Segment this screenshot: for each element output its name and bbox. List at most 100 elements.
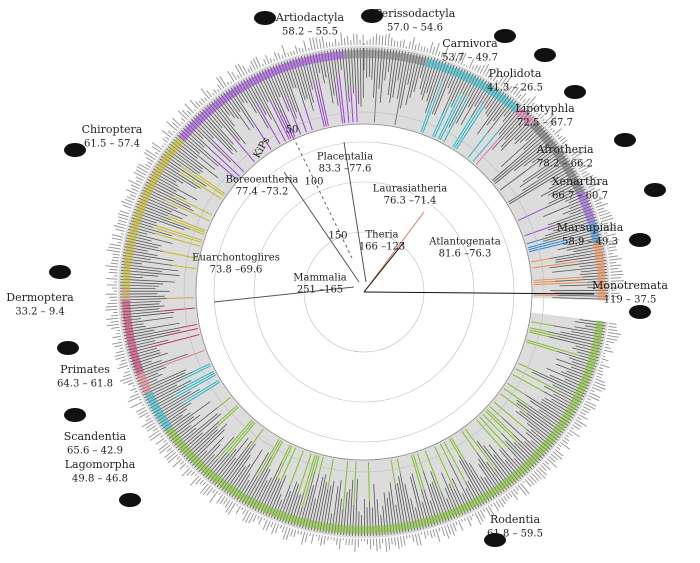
outer-fuzz [492, 502, 499, 511]
clade-range: 61.5 – 57.4 [84, 139, 140, 150]
clade-branch [530, 327, 548, 333]
node-name: Mammalia [293, 273, 347, 284]
outer-fuzz [399, 40, 402, 48]
outer-fuzz [408, 534, 411, 538]
outer-fuzz [148, 430, 160, 439]
outer-fuzz [226, 81, 230, 86]
outer-fuzz [490, 77, 493, 81]
outer-fuzz [405, 535, 408, 539]
outer-fuzz [158, 442, 169, 451]
clade-branch [452, 117, 472, 148]
outer-fuzz [110, 320, 119, 323]
outer-fuzz [263, 517, 266, 521]
outer-fuzz [385, 538, 388, 552]
clade-branch [152, 226, 202, 243]
outer-fuzz [446, 56, 449, 60]
clade-branch [155, 233, 201, 247]
outer-fuzz [593, 381, 606, 387]
outer-fuzz [151, 145, 161, 153]
outer-fuzz [603, 226, 617, 232]
clade-name: Lagomorpha [65, 458, 136, 471]
outer-fuzz [598, 369, 604, 373]
clade-branch [394, 93, 402, 125]
outer-fuzz [115, 356, 126, 360]
outer-fuzz [535, 468, 546, 480]
clade-branch [529, 241, 569, 253]
outer-fuzz [143, 151, 156, 161]
outer-fuzz [565, 434, 570, 438]
outer-fuzz [294, 45, 299, 55]
outer-fuzz [119, 362, 128, 366]
clade-branch [267, 441, 284, 468]
animal-icon [49, 265, 71, 279]
outer-fuzz [172, 117, 182, 127]
outer-fuzz [166, 447, 173, 452]
clade-branch [276, 445, 293, 478]
backbone [363, 211, 425, 293]
outer-fuzz [136, 179, 143, 184]
outer-fuzz [114, 353, 125, 357]
outer-fuzz [498, 498, 505, 508]
backbone [213, 286, 355, 303]
outer-fuzz [248, 512, 255, 524]
clade-branch [218, 404, 238, 423]
outer-fuzz [114, 344, 123, 348]
clade-branch [437, 93, 461, 140]
outer-fuzz [145, 417, 152, 422]
outer-fuzz [135, 169, 147, 176]
outer-fuzz [517, 93, 522, 100]
outer-fuzz [561, 439, 568, 445]
animal-icon [629, 305, 651, 319]
outer-fuzz [111, 326, 120, 329]
outer-fuzz [180, 121, 184, 125]
outer-fuzz [270, 521, 274, 528]
node-range: 81.6 –76.3 [439, 249, 492, 260]
outer-fuzz [110, 262, 119, 265]
outer-fuzz [583, 174, 594, 181]
clade-branch [213, 158, 238, 180]
clade-branch [533, 280, 555, 284]
outer-fuzz [118, 219, 128, 224]
outer-fuzz [308, 47, 310, 52]
outer-fuzz [400, 536, 403, 547]
outer-fuzz [559, 136, 566, 143]
backbone [363, 291, 595, 295]
outer-fuzz [593, 197, 604, 203]
outer-fuzz [224, 499, 231, 508]
outer-fuzz [500, 75, 509, 87]
outer-fuzz [411, 36, 415, 50]
clade-branch [338, 73, 346, 124]
outer-fuzz [608, 328, 618, 332]
outer-fuzz [568, 151, 573, 155]
clade-branch [186, 381, 221, 403]
outer-fuzz [312, 37, 316, 50]
outer-fuzz [582, 173, 590, 178]
outer-fuzz [414, 44, 417, 51]
clade-branch [355, 89, 358, 123]
outer-fuzz [590, 389, 595, 393]
outer-fuzz [460, 518, 463, 523]
outer-fuzz [552, 129, 556, 133]
clade-branch [162, 349, 205, 367]
outer-fuzz [378, 34, 381, 46]
outer-fuzz [591, 194, 597, 197]
outer-fuzz [594, 201, 603, 206]
node-range: 251 –165 [297, 285, 343, 296]
time-circle [213, 141, 515, 443]
clade-branch [472, 129, 500, 162]
outer-fuzz [139, 412, 149, 419]
clade-branch [493, 169, 509, 183]
outer-fuzz [432, 529, 436, 537]
outer-fuzz [236, 504, 239, 507]
clade-range: 41.3 – 26.5 [487, 83, 543, 94]
clade-branch [281, 444, 291, 463]
outer-fuzz [300, 531, 306, 545]
outer-fuzz [605, 340, 615, 344]
clade-range: 58.2 – 55.5 [282, 27, 338, 38]
outer-fuzz [119, 210, 130, 215]
outer-fuzz [181, 117, 186, 123]
outer-fuzz [172, 458, 183, 468]
clade-name: Scandentia [64, 430, 127, 443]
outer-fuzz [435, 528, 441, 542]
clade-branch [494, 149, 537, 185]
